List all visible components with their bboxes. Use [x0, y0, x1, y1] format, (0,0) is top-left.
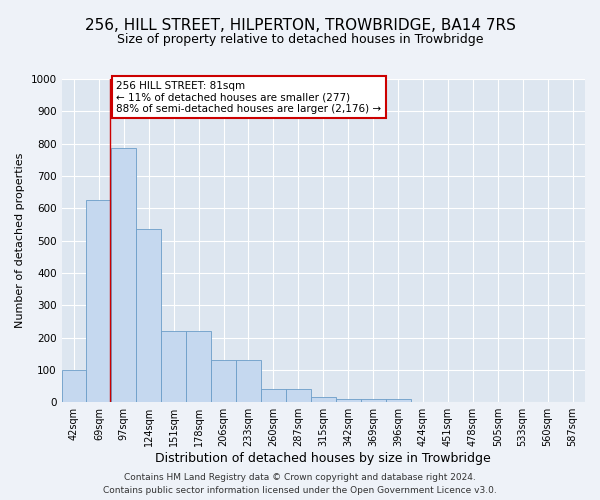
X-axis label: Distribution of detached houses by size in Trowbridge: Distribution of detached houses by size …	[155, 452, 491, 465]
Bar	[286, 390, 311, 402]
Text: 256, HILL STREET, HILPERTON, TROWBRIDGE, BA14 7RS: 256, HILL STREET, HILPERTON, TROWBRIDGE,…	[85, 18, 515, 32]
Bar	[136, 230, 161, 402]
Text: 256 HILL STREET: 81sqm
← 11% of detached houses are smaller (277)
88% of semi-de: 256 HILL STREET: 81sqm ← 11% of detached…	[116, 80, 382, 114]
Bar	[336, 399, 361, 402]
Bar	[386, 399, 410, 402]
Bar	[62, 370, 86, 402]
Bar	[112, 148, 136, 402]
Bar	[361, 399, 386, 402]
Y-axis label: Number of detached properties: Number of detached properties	[15, 153, 25, 328]
Text: Contains HM Land Registry data © Crown copyright and database right 2024.
Contai: Contains HM Land Registry data © Crown c…	[103, 474, 497, 495]
Bar	[161, 331, 186, 402]
Bar	[311, 398, 336, 402]
Bar	[186, 331, 211, 402]
Text: Size of property relative to detached houses in Trowbridge: Size of property relative to detached ho…	[117, 32, 483, 46]
Bar	[211, 360, 236, 402]
Bar	[261, 390, 286, 402]
Bar	[86, 200, 112, 402]
Bar	[236, 360, 261, 402]
